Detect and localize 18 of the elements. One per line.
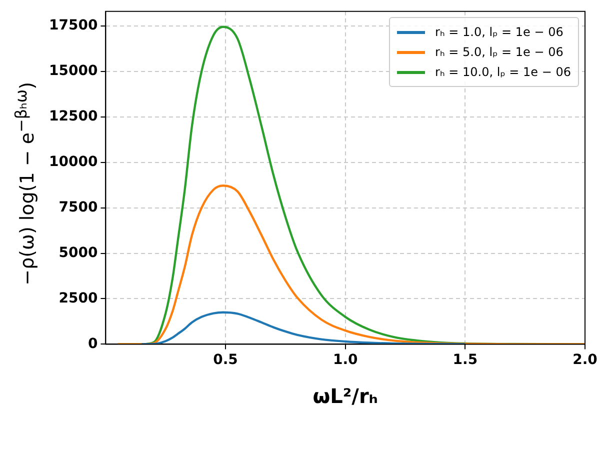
x-tick-label: 1.5 [452, 352, 478, 368]
y-tick-label: 2500 [58, 290, 98, 306]
x-tick-label: 1.0 [332, 352, 358, 368]
y-tick-label: 7500 [58, 199, 98, 216]
legend-label: rₕ = 1.0, lₚ = 1e − 06 [435, 25, 564, 40]
y-tick-label: 0 [88, 336, 98, 352]
y-tick-label: 15000 [48, 63, 98, 80]
line-series [116, 184, 585, 344]
x-axis-title: ωL²/rₕ [312, 384, 379, 408]
line-series [140, 311, 466, 344]
x-tick-label: 0.5 [213, 352, 238, 368]
x-tick-label: 2.0 [572, 352, 598, 368]
legend-label: rₕ = 5.0, lₚ = 1e − 06 [435, 45, 564, 60]
y-tick-label: 5000 [58, 244, 98, 261]
y-tick-label: 17500 [48, 18, 98, 34]
y-tick-label: 12500 [48, 108, 98, 125]
legend-label: rₕ = 10.0, lₚ = 1e − 06 [435, 65, 571, 80]
y-tick-label: 10000 [48, 154, 98, 170]
